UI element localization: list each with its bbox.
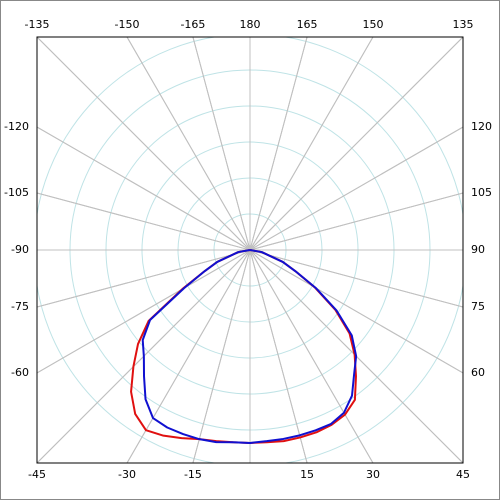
angle-label: 180 (240, 18, 261, 31)
angle-label: 45 (456, 468, 470, 481)
angle-label: -165 (180, 18, 205, 31)
angle-label: 165 (297, 18, 318, 31)
plot-border (36, 36, 464, 464)
angle-label: 135 (453, 18, 474, 31)
labels: -135 -150 -165 180 165 150 135 -45 -30 -15 15 30 45 -… (4, 18, 492, 481)
angle-label: -15 (184, 468, 202, 481)
angle-label: 15 (300, 468, 314, 481)
angle-label: 90 (471, 243, 485, 256)
intensity-curve (141, 249, 358, 444)
angle-label: 150 (362, 18, 383, 31)
angle-label: -135 (25, 18, 50, 31)
angle-label: 60 (471, 366, 485, 379)
angle-label: 120 (471, 120, 492, 133)
angle-label: -105 (4, 186, 29, 199)
angle-label: 105 (471, 186, 492, 199)
angle-label: 75 (471, 300, 485, 313)
angle-label: -75 (11, 300, 29, 313)
angle-label: -150 (115, 18, 140, 31)
angle-label: -30 (118, 468, 136, 481)
curves (130, 249, 358, 444)
angle-label: -120 (4, 120, 29, 133)
angle-label: 30 (366, 468, 380, 481)
angle-label: -45 (28, 468, 46, 481)
angle-label: -90 (11, 243, 29, 256)
angle-label: -60 (11, 366, 29, 379)
